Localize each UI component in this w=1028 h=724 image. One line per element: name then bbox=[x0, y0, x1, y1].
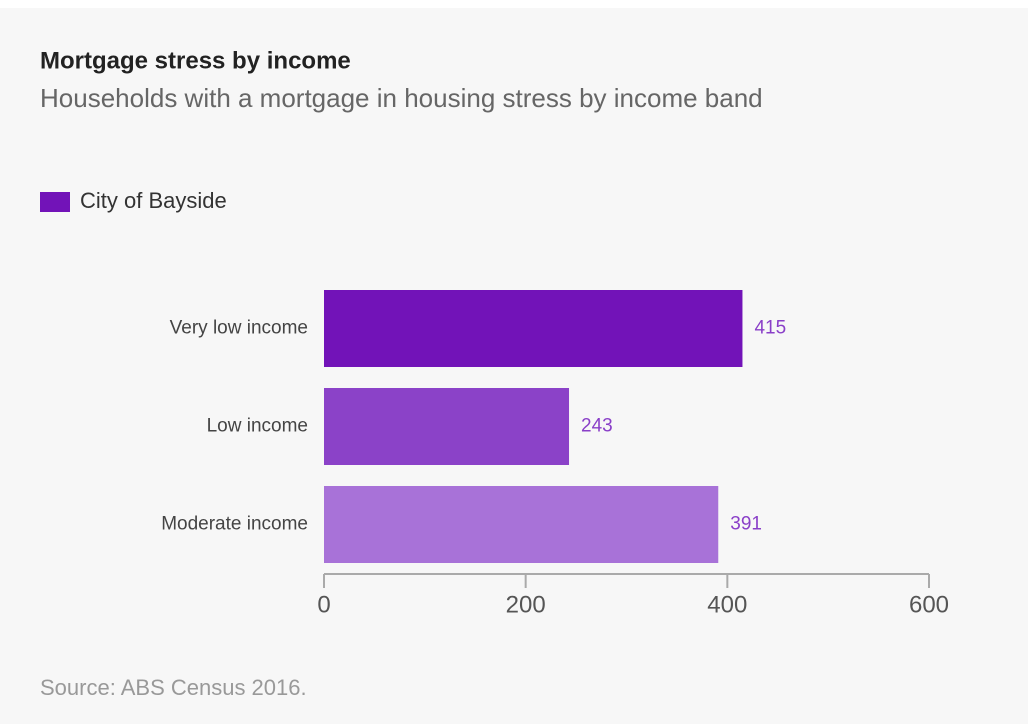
chart-title: Mortgage stress by income bbox=[40, 47, 351, 74]
x-tick-label: 200 bbox=[506, 591, 546, 618]
legend-swatch bbox=[40, 192, 70, 212]
y-tick-label: Low income bbox=[207, 416, 308, 437]
x-tick-label: 0 bbox=[317, 591, 330, 618]
legend-label: City of Bayside bbox=[80, 188, 227, 213]
x-tick-label: 600 bbox=[909, 591, 949, 618]
x-tick-label: 400 bbox=[707, 591, 747, 618]
value-label: 243 bbox=[581, 416, 613, 437]
chart-subtitle: Households with a mortgage in housing st… bbox=[40, 83, 763, 113]
value-label: 391 bbox=[730, 514, 762, 535]
y-tick-label: Very low income bbox=[170, 318, 308, 339]
bar bbox=[324, 486, 719, 563]
bar bbox=[324, 388, 570, 465]
value-label: 415 bbox=[754, 318, 786, 339]
source: Source: ABS Census 2016. bbox=[40, 675, 307, 700]
bar bbox=[324, 290, 743, 367]
y-tick-label: Moderate income bbox=[161, 514, 308, 535]
